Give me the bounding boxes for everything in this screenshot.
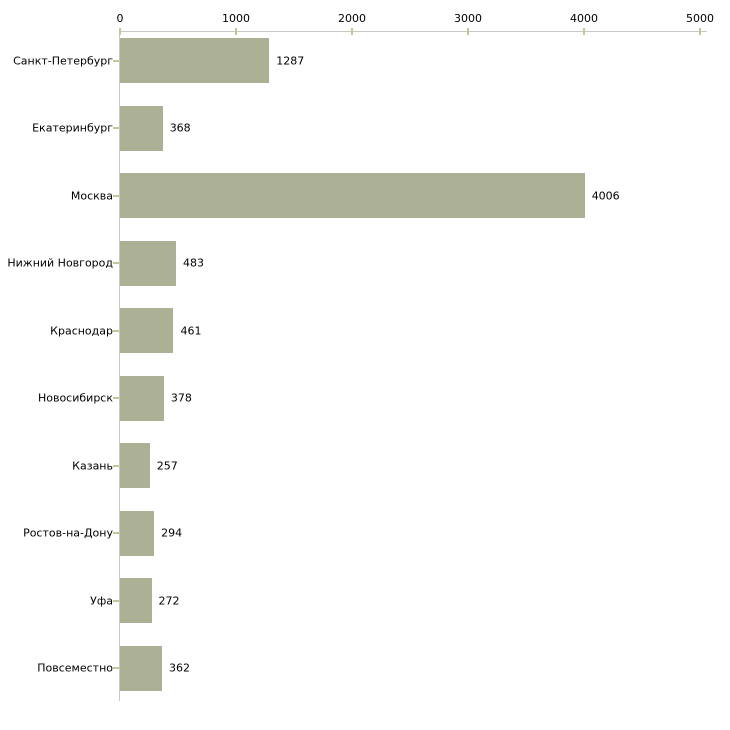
- category-label: Ростов-на-Дону: [23, 526, 113, 540]
- category-label: Екатеринбург: [32, 121, 113, 135]
- x-tick-label: 5000: [686, 12, 714, 25]
- category-axis-tick: [113, 194, 119, 197]
- value-label: 294: [161, 526, 183, 540]
- x-axis-tick: [235, 28, 237, 35]
- x-tick-label: 0: [116, 12, 124, 25]
- value-label: 4006: [591, 189, 620, 202]
- value-label: 461: [180, 324, 202, 337]
- category-axis-tick: [113, 599, 119, 602]
- bar: [120, 443, 150, 488]
- category-label: Повсеместно: [37, 661, 113, 675]
- category-axis-tick: [113, 59, 119, 62]
- value-label: 368: [169, 121, 191, 135]
- bar: [120, 240, 177, 286]
- category-label: Новосибирск: [37, 391, 113, 405]
- value-label: 483: [183, 256, 205, 270]
- bar: [120, 173, 585, 218]
- value-label: 272: [158, 594, 180, 607]
- category-axis-line: [119, 31, 120, 701]
- x-axis-tick: [699, 28, 701, 35]
- bar: [120, 38, 270, 83]
- value-label: 362: [168, 661, 190, 675]
- x-tick-label: 3000: [454, 12, 482, 25]
- x-tick-label: 2000: [338, 12, 366, 25]
- x-axis-tick: [467, 28, 469, 35]
- x-tick-label: 4000: [570, 12, 598, 25]
- category-axis-tick: [113, 667, 119, 669]
- value-axis-line: [119, 31, 707, 32]
- bar: [120, 645, 162, 691]
- x-axis-tick: [351, 28, 353, 35]
- x-tick-label: 1000: [222, 12, 250, 25]
- category-label: Казань: [72, 459, 113, 472]
- category-label: Нижний Новгород: [7, 256, 113, 270]
- bar: [120, 308, 174, 353]
- value-label: 257: [156, 459, 178, 472]
- category-axis-tick: [113, 127, 119, 129]
- bar: [120, 578, 152, 623]
- category-label: Уфа: [90, 594, 113, 607]
- category-label: Краснодар: [50, 324, 113, 337]
- category-axis-tick: [113, 532, 119, 534]
- bar: [120, 510, 155, 556]
- bar: [120, 105, 163, 151]
- category-axis-tick: [113, 329, 119, 332]
- category-axis-tick: [113, 262, 119, 264]
- value-label: 1287: [276, 54, 305, 67]
- category-label: Москва: [70, 189, 113, 202]
- category-axis-tick: [113, 397, 119, 399]
- value-label: 378: [170, 391, 192, 405]
- x-axis-tick: [583, 28, 585, 35]
- category-label: Санкт-Петербург: [13, 54, 113, 67]
- category-axis-tick: [113, 464, 119, 467]
- bar: [120, 375, 164, 421]
- x-axis-tick: [119, 28, 121, 35]
